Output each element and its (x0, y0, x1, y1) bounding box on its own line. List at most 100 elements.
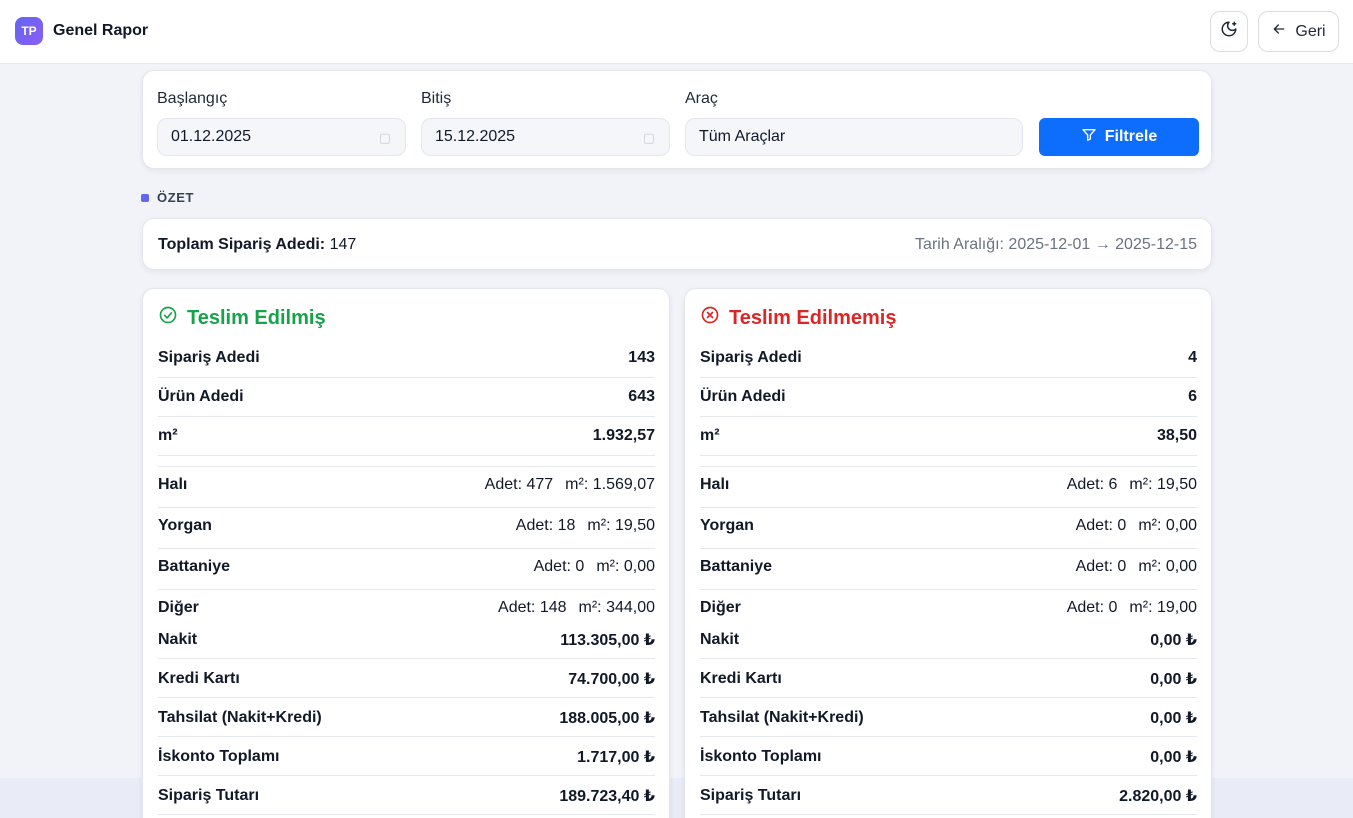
category-area: m²: 19,50 (587, 517, 655, 534)
total-orders-label: Toplam Sipariş Adedi: (158, 236, 326, 253)
payment-label: Kredi Kartı (158, 670, 240, 687)
category-name: Yorgan (158, 517, 212, 534)
divider (700, 697, 1197, 698)
summary-section-heading: ÖZET (141, 190, 194, 205)
total-orders: Toplam Sipariş Adedi: 147 (158, 236, 356, 254)
category-count: Adet: 0 (1066, 599, 1118, 616)
divider (158, 775, 655, 776)
payment-row: Sipariş Tutarı 2.820,00 ₺ (700, 786, 1197, 806)
divider (700, 589, 1197, 590)
payment-row: İskonto Toplamı 1.717,00 ₺ (158, 747, 655, 767)
delivered-card: Teslim Edilmiş Sipariş Adedi 143 Ürün Ad… (142, 288, 670, 818)
calendar-icon[interactable]: ▢ (642, 130, 655, 145)
check-circle-icon (158, 305, 178, 331)
divider (158, 466, 655, 467)
divider (700, 455, 1197, 456)
divider (700, 377, 1197, 378)
category-area: m²: 1.569,07 (565, 476, 655, 493)
undelivered-order-count-row: Sipariş Adedi 4 (700, 349, 1197, 367)
category-row: Yorgan Adet: 18 m²: 19,50 (158, 517, 655, 535)
category-count: Adet: 0 (533, 558, 585, 575)
vehicle-select[interactable]: Tüm Araçlar (685, 118, 1023, 156)
undelivered-m2-row: m² 38,50 (700, 427, 1197, 445)
payment-label: Tahsilat (Nakit+Kredi) (700, 709, 864, 726)
payment-value: 188.005,00 ₺ (559, 710, 655, 727)
category-count: Adet: 18 (515, 517, 576, 534)
end-date-value: 15.12.2025 (435, 128, 516, 145)
filter-button-label: Filtrele (1104, 128, 1158, 145)
filter-icon (1081, 127, 1097, 148)
calendar-icon[interactable]: ▢ (378, 130, 391, 145)
payment-label: İskonto Toplamı (158, 748, 280, 765)
x-circle-icon (700, 305, 720, 331)
payment-value: 113.305,00 ₺ (560, 632, 655, 649)
summary-section-label: ÖZET (157, 190, 195, 205)
brand-logo: TP (15, 17, 43, 45)
order-count-label: Sipariş Adedi (158, 349, 260, 366)
category-row: Battaniye Adet: 0 m²: 0,00 (700, 558, 1197, 576)
category-row: Halı Adet: 6 m²: 19,50 (700, 476, 1197, 494)
payment-row: Tahsilat (Nakit+Kredi) 188.005,00 ₺ (158, 708, 655, 728)
category-row: Halı Adet: 477 m²: 1.569,07 (158, 476, 655, 494)
category-count: Adet: 148 (498, 599, 567, 616)
delivered-title: Teslim Edilmiş (158, 305, 326, 331)
payment-label: Tahsilat (Nakit+Kredi) (158, 709, 322, 726)
filter-panel: Başlangıç 01.12.2025 ▢ Bitiş 15.12.2025 … (142, 70, 1212, 169)
payment-row: Nakit 0,00 ₺ (700, 630, 1197, 650)
payment-label: Nakit (158, 631, 198, 648)
product-count-label: Ürün Adedi (700, 388, 786, 405)
divider (158, 416, 655, 417)
undelivered-title: Teslim Edilmemiş (700, 305, 896, 331)
end-date-field[interactable]: 15.12.2025 ▢ (421, 118, 670, 156)
m2-value: 1.932,57 (592, 427, 655, 444)
category-name: Halı (700, 476, 730, 493)
total-orders-value: 147 (329, 236, 357, 253)
divider (158, 814, 655, 815)
payment-value: 2.820,00 ₺ (1119, 788, 1197, 805)
filter-button[interactable]: Filtrele (1039, 118, 1199, 156)
arrow-left-icon (1271, 21, 1287, 42)
divider (700, 658, 1197, 659)
delivered-product-count-row: Ürün Adedi 643 (158, 388, 655, 406)
category-name: Diğer (700, 599, 741, 616)
category-count: Adet: 477 (484, 476, 554, 493)
section-bullet (141, 193, 149, 202)
divider (700, 814, 1197, 815)
divider (158, 548, 655, 549)
product-count-label: Ürün Adedi (158, 388, 244, 405)
start-date-field[interactable]: 01.12.2025 ▢ (157, 118, 406, 156)
divider (700, 548, 1197, 549)
category-area: m²: 344,00 (578, 599, 655, 616)
payment-row: Sipariş Tutarı 189.723,40 ₺ (158, 786, 655, 806)
divider (158, 736, 655, 737)
category-row: Battaniye Adet: 0 m²: 0,00 (158, 558, 655, 576)
order-count-value: 4 (1188, 349, 1197, 366)
m2-value: 38,50 (1156, 427, 1197, 444)
payment-row: Kredi Kartı 74.700,00 ₺ (158, 669, 655, 689)
category-area: m²: 0,00 (596, 558, 655, 575)
theme-toggle-button[interactable] (1210, 11, 1248, 52)
payment-row: Tahsilat (Nakit+Kredi) 0,00 ₺ (700, 708, 1197, 728)
delivered-order-count-row: Sipariş Adedi 143 (158, 349, 655, 367)
category-count: Adet: 0 (1075, 558, 1127, 575)
divider (158, 658, 655, 659)
m2-label: m² (700, 427, 720, 444)
delivered-title-text: Teslim Edilmiş (187, 306, 326, 329)
end-date-label: Bitiş (421, 90, 452, 107)
start-date-value: 01.12.2025 (171, 128, 252, 145)
divider (700, 736, 1197, 737)
payment-label: Kredi Kartı (700, 670, 782, 687)
category-area: m²: 19,50 (1129, 476, 1197, 493)
payment-row: İskonto Toplamı 0,00 ₺ (700, 747, 1197, 767)
payment-value: 189.723,40 ₺ (559, 788, 655, 805)
payment-value: 74.700,00 ₺ (568, 671, 655, 688)
divider (158, 507, 655, 508)
back-button[interactable]: Geri (1258, 11, 1339, 52)
moon-icon (1220, 20, 1238, 43)
category-count: Adet: 6 (1066, 476, 1118, 493)
divider (158, 589, 655, 590)
order-count-label: Sipariş Adedi (700, 349, 802, 366)
payment-value: 0,00 ₺ (1150, 671, 1197, 688)
payment-row: Nakit 113.305,00 ₺ (158, 630, 655, 650)
undelivered-product-count-row: Ürün Adedi 6 (700, 388, 1197, 406)
